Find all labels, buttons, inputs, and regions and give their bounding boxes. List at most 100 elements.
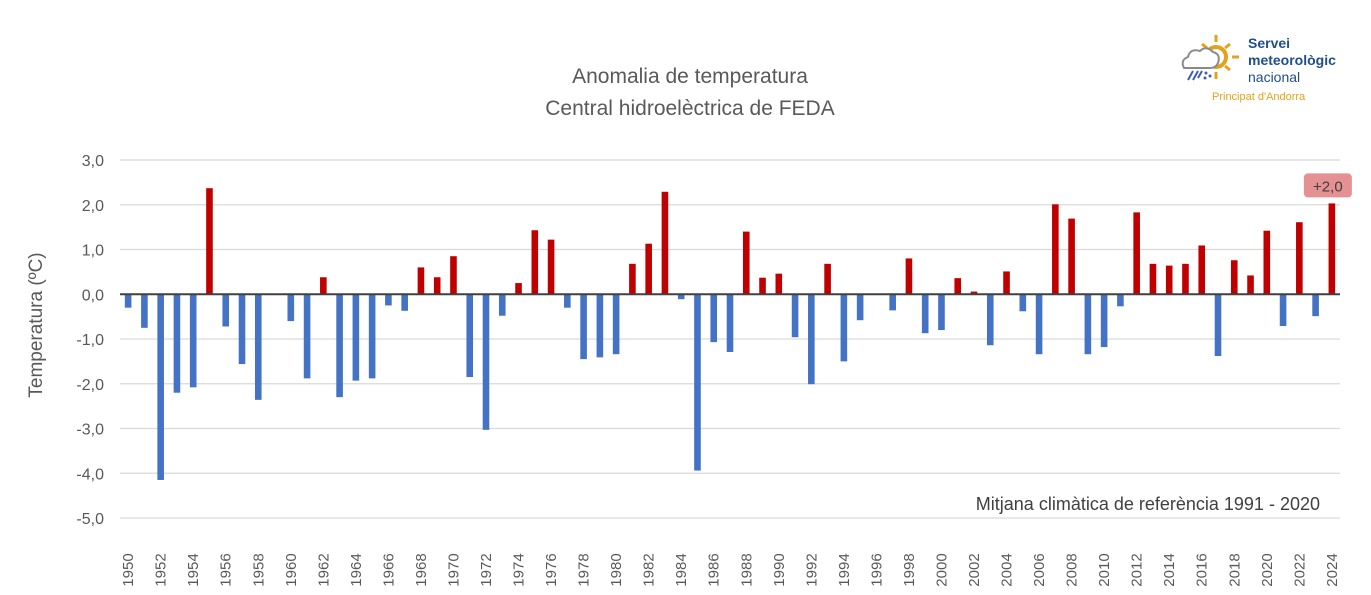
x-tick-label: 1966: [380, 553, 397, 586]
x-tick-label: 1978: [576, 553, 593, 586]
x-tick-label: 1956: [218, 553, 235, 586]
bar-1971: [466, 294, 474, 378]
bar-2021: [1279, 294, 1287, 327]
bar-2014: [1165, 265, 1173, 295]
bar-1988: [742, 231, 750, 295]
bar-1957: [238, 294, 246, 365]
x-tick-label: 1970: [445, 553, 462, 586]
bar-2009: [1084, 294, 1092, 355]
bar-2013: [1149, 263, 1157, 295]
bar-1979: [596, 294, 604, 358]
x-tick-label: 1982: [641, 553, 658, 586]
bar-1976: [547, 239, 555, 295]
bar-2007: [1052, 204, 1059, 295]
x-tick-label: 1952: [153, 553, 170, 586]
y-tick-label: 3,0: [82, 153, 104, 170]
bar-1975: [531, 230, 539, 295]
bar-1995: [856, 294, 864, 321]
bar-2003: [986, 294, 994, 346]
x-tick-label: 1990: [771, 553, 788, 586]
y-axis-label: Temperatura (ºC): [26, 252, 47, 397]
bar-1954: [189, 294, 197, 388]
x-tick-label: 1992: [803, 553, 820, 586]
bar-2011: [1117, 294, 1124, 307]
bar-1987: [726, 294, 734, 352]
x-tick-label: 2002: [966, 553, 983, 586]
chart-title: Anomalia de temperatura: [572, 65, 808, 88]
bar-1992: [808, 294, 815, 385]
x-tick-label: 2022: [1291, 553, 1308, 586]
bar-1963: [336, 294, 343, 398]
bar-1952: [157, 294, 164, 480]
bar-1961: [303, 294, 311, 379]
x-tick-label: 2018: [1226, 553, 1243, 586]
x-tick-label: 1972: [478, 553, 495, 586]
x-tick-label: 2020: [1259, 553, 1276, 586]
x-tick-label: 2012: [1129, 553, 1146, 586]
x-tick-label: 2016: [1194, 553, 1211, 586]
bar-1991: [791, 294, 799, 338]
bar-2024: [1328, 203, 1336, 295]
bar-1989: [759, 277, 766, 295]
y-tick-label: 0,0: [82, 287, 104, 304]
x-tick-label: 2004: [999, 553, 1016, 586]
bar-1974: [515, 283, 522, 295]
bar-2006: [1035, 294, 1043, 355]
bar-1953: [173, 294, 181, 393]
bar-1999: [921, 294, 929, 334]
x-tick-label: 1954: [185, 553, 202, 586]
x-tick-label: 2000: [933, 553, 950, 586]
last-value-label: +2,0: [1303, 173, 1352, 198]
bar-1955: [206, 188, 213, 295]
bar-1964: [352, 294, 360, 381]
chart-subtitle: Central hidroelèctrica de FEDA: [545, 97, 834, 120]
weather-logo-icon: [1181, 35, 1239, 81]
bar-2008: [1068, 218, 1075, 295]
reference-annotation: Mitjana climàtica de referència 1991 - 2…: [976, 494, 1320, 514]
x-tick-label: 2014: [1161, 553, 1178, 586]
x-tick-label: 1988: [738, 553, 755, 586]
bar-1968: [417, 267, 425, 295]
bar-2019: [1247, 275, 1254, 295]
bar-1962: [320, 277, 327, 295]
logo-line-3: nacional: [1248, 69, 1301, 85]
y-tick-label: -2,0: [76, 377, 104, 394]
smn-logo: Servei meteorològic nacional Principat d…: [1176, 30, 1336, 108]
x-tick-label: 2006: [1031, 553, 1048, 586]
bar-2022: [1296, 222, 1303, 295]
bar-1984: [677, 294, 685, 300]
y-tick-label: -5,0: [76, 511, 104, 528]
x-tick-label: 1960: [283, 553, 300, 586]
bar-1969: [433, 277, 441, 295]
bar-1980: [612, 294, 620, 355]
bar-2001: [954, 278, 962, 295]
x-tick-label: 1984: [673, 553, 690, 586]
bar-1965: [368, 294, 376, 379]
bar-1990: [775, 273, 783, 295]
x-tick-label: 1986: [706, 553, 723, 586]
y-tick-label: 2,0: [82, 198, 104, 215]
bar-2010: [1100, 294, 1108, 348]
bar-1960: [287, 294, 295, 322]
bar-1994: [840, 294, 848, 362]
bar-2004: [1003, 271, 1010, 295]
bar-1983: [661, 191, 669, 295]
bar-1985: [694, 294, 701, 471]
logo-line-1: Servei: [1248, 35, 1291, 51]
bar-2000: [938, 294, 945, 331]
bar-2015: [1182, 263, 1189, 295]
x-tick-label: 2024: [1324, 553, 1341, 586]
logo-line-4: Principat d'Andorra: [1212, 91, 1306, 103]
x-tick-label: 1958: [250, 553, 267, 586]
x-tick-label: 1964: [348, 553, 365, 586]
x-tick-label: 1996: [868, 553, 885, 586]
y-tick-label: -4,0: [76, 466, 104, 483]
bar-2023: [1312, 294, 1319, 317]
x-tick-label: 1962: [315, 553, 332, 586]
bar-1951: [141, 294, 148, 328]
bar-1970: [450, 256, 457, 295]
bar-1956: [222, 294, 230, 327]
logo-line-2: meteorològic: [1248, 52, 1336, 68]
bar-1997: [889, 294, 896, 311]
